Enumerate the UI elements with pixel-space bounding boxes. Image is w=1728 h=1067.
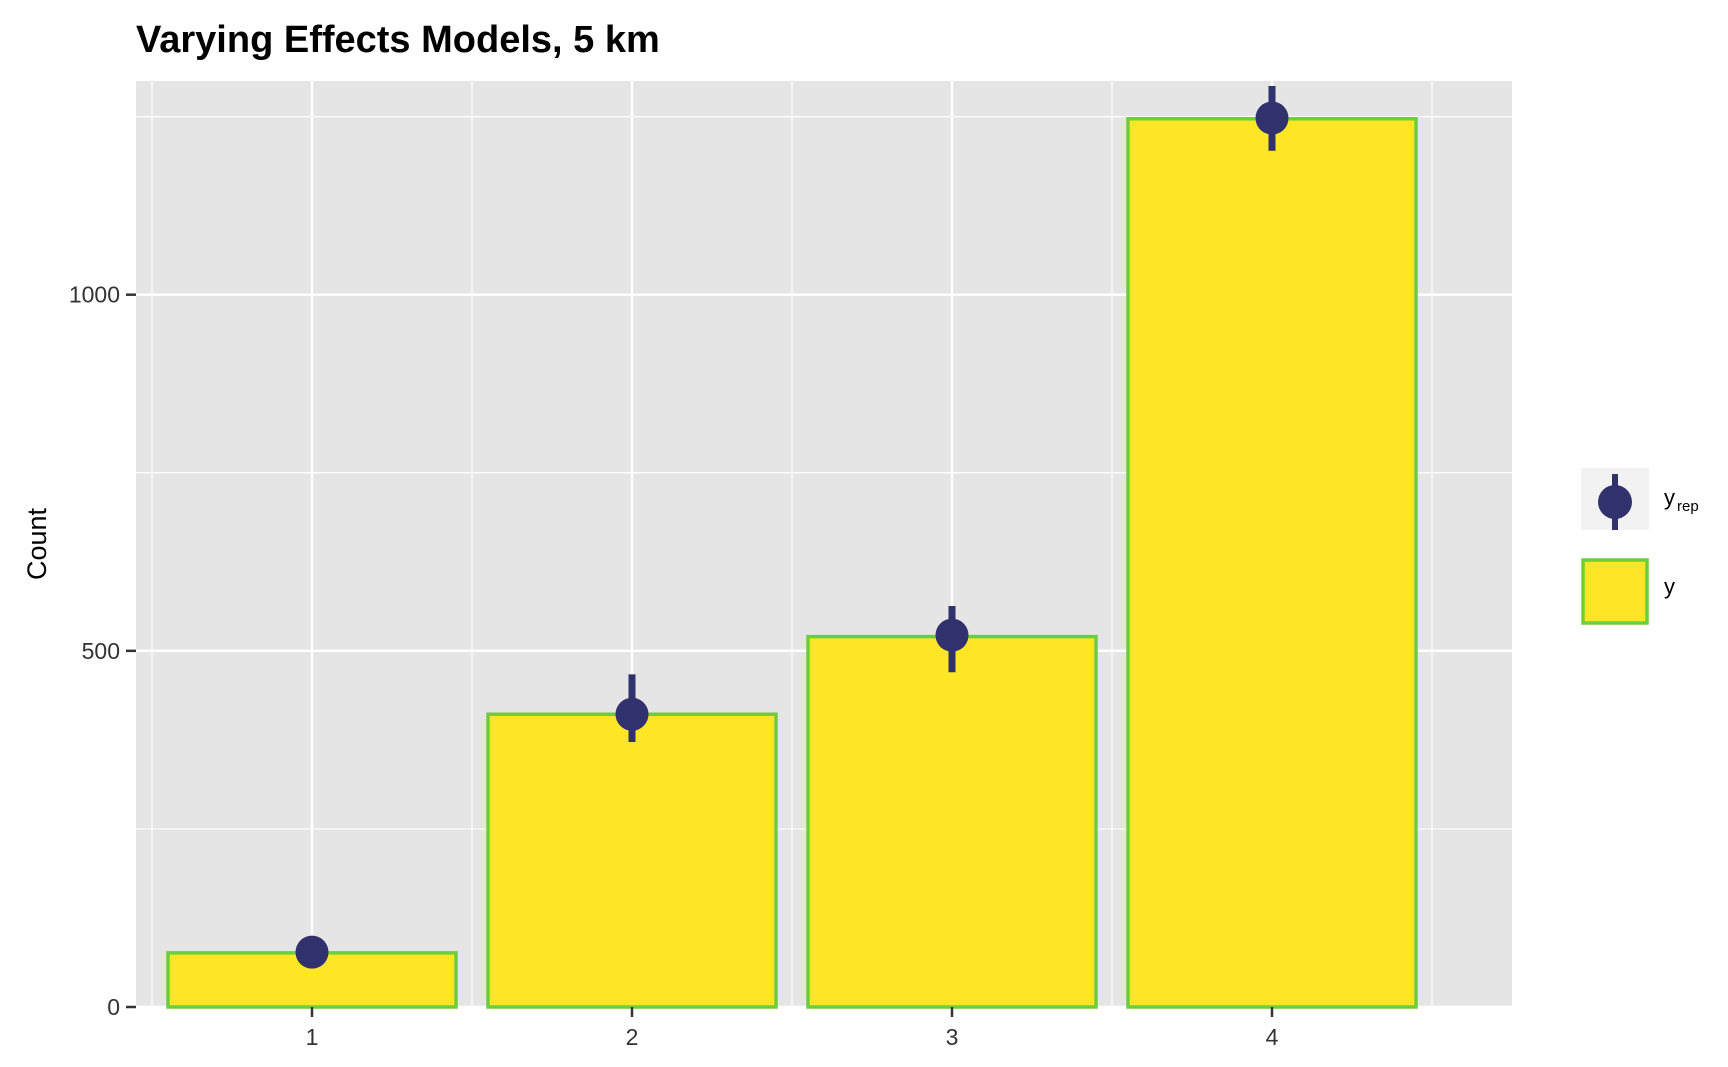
points-layer — [295, 85, 1289, 969]
y-axis-title: Count — [22, 507, 52, 580]
legend-key-yrep-point — [1598, 485, 1632, 519]
y-tick-label: 0 — [107, 994, 120, 1020]
axes: 0 500 1000 1 2 3 4 — [69, 282, 1279, 1050]
legend: y rep y — [1581, 468, 1699, 625]
bar-2 — [486, 712, 778, 1009]
legend-label-y: y — [1664, 574, 1675, 599]
point-3 — [935, 618, 969, 652]
x-tick-label: 1 — [306, 1024, 319, 1050]
bar-4 — [1126, 117, 1418, 1009]
y-tick-label: 500 — [82, 638, 120, 664]
legend-label-yrep: y rep — [1664, 485, 1699, 515]
bars-layer — [166, 117, 1418, 1009]
bar-3 — [806, 634, 1098, 1009]
legend-key-y — [1581, 558, 1649, 625]
y-tick-label: 1000 — [69, 282, 120, 308]
chart-title: Varying Effects Models, 5 km — [136, 19, 660, 61]
point-1 — [295, 935, 329, 969]
x-tick-label: 3 — [946, 1024, 959, 1050]
x-tick-label: 2 — [626, 1024, 639, 1050]
point-4 — [1255, 101, 1289, 135]
point-2 — [615, 697, 649, 731]
x-tick-label: 4 — [1266, 1024, 1279, 1050]
